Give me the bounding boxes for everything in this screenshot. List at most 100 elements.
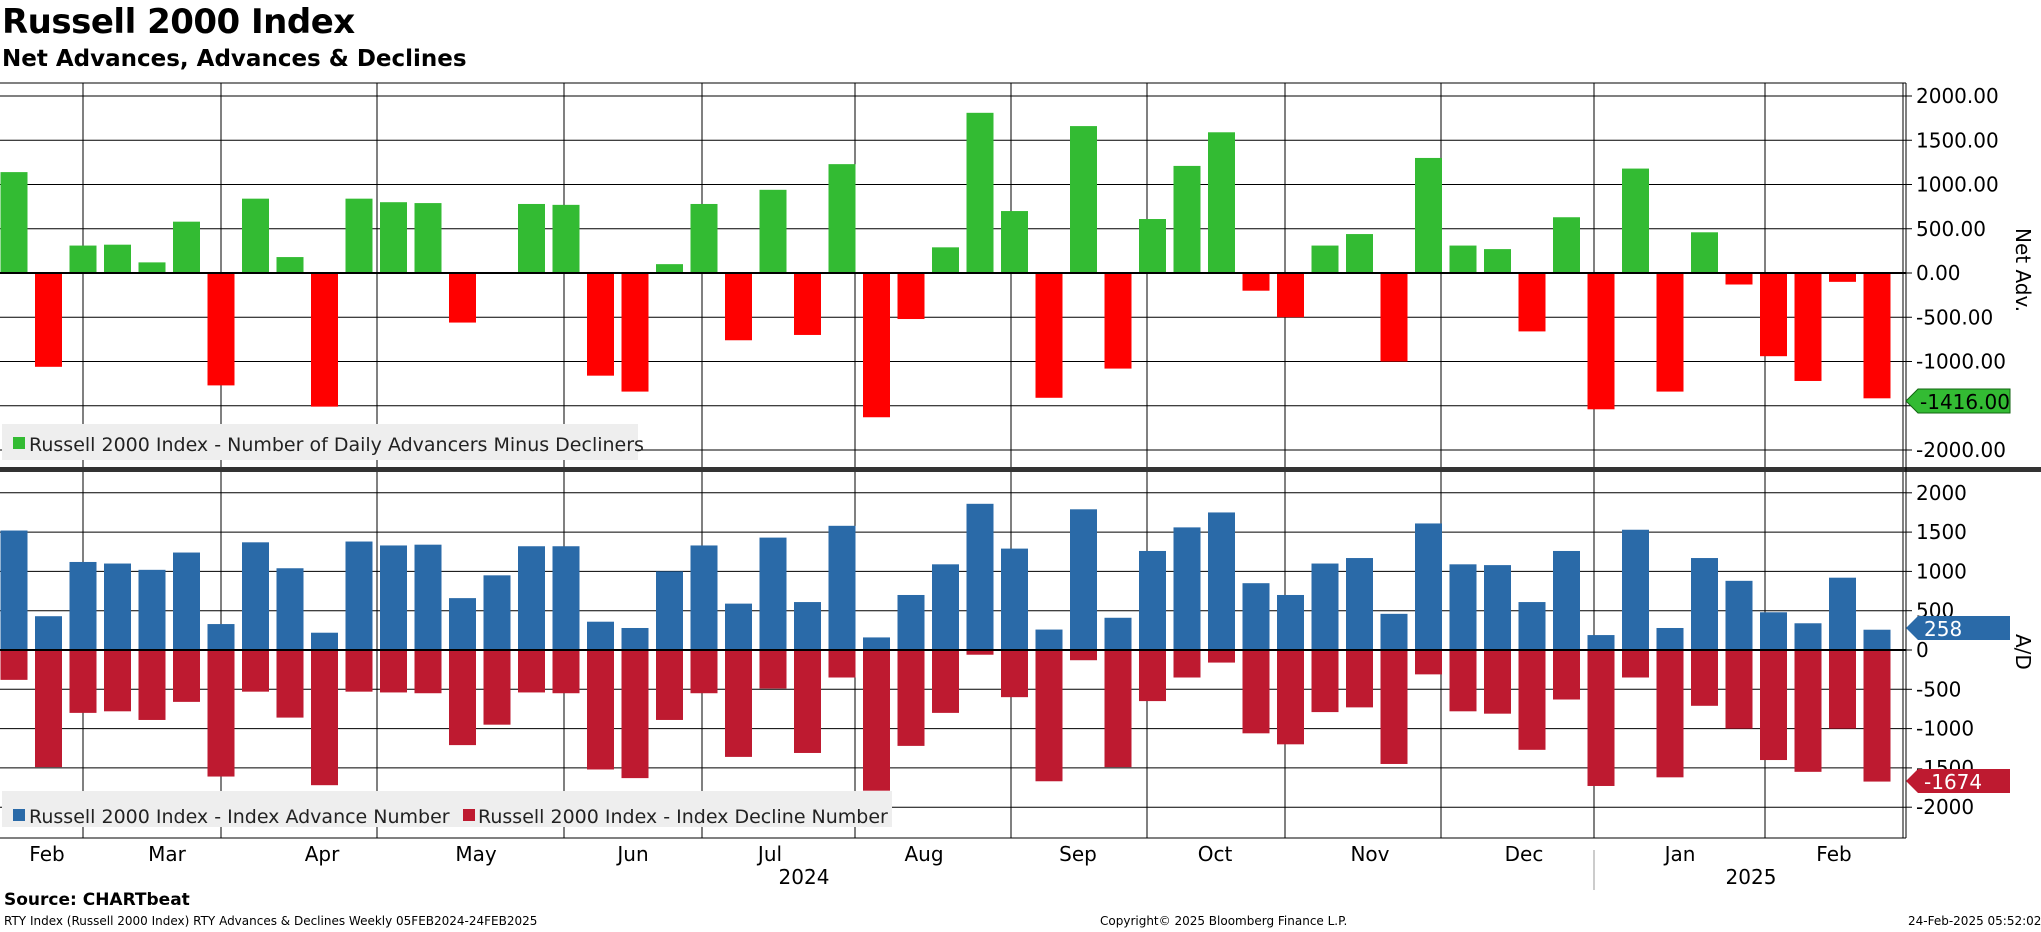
advance-bar — [1001, 548, 1028, 650]
last-value-tag-advance — [1906, 616, 2010, 640]
decline-bar — [380, 650, 407, 693]
bars-bottom — [0, 503, 1891, 791]
net-advance-bar — [725, 273, 752, 341]
page-title: Russell 2000 Index — [2, 2, 355, 42]
advance-bar — [932, 564, 959, 650]
y-tick-label-bottom: -500 — [1916, 677, 1961, 701]
decline-bar — [725, 650, 752, 757]
net-advance-bar — [1380, 273, 1408, 362]
decline-bar — [311, 650, 338, 786]
chart-description: RTY Index (Russell 2000 Index) RTY Advan… — [4, 914, 538, 928]
decline-bar — [1760, 650, 1787, 761]
advance-bar — [1035, 629, 1063, 650]
net-advance-bar — [1794, 273, 1822, 381]
net-advance-bar — [0, 172, 28, 273]
decline-bar — [1449, 650, 1477, 712]
net-advance-bar — [1346, 234, 1373, 273]
net-advance-bar — [69, 245, 97, 273]
x-month-label: Oct — [1198, 842, 1233, 866]
net-advance-bar — [449, 273, 476, 323]
x-year-label: 2024 — [779, 865, 830, 889]
y-tick-label-bottom: -2000 — [1916, 795, 1974, 819]
decline-bar — [932, 650, 959, 713]
net-advance-bar — [1863, 273, 1891, 399]
source-label: Source: CHARTbeat — [4, 890, 190, 910]
decline-bar — [863, 650, 890, 791]
advance-bar — [483, 575, 511, 650]
net-advance-bar — [690, 203, 718, 273]
advance-bar — [1208, 512, 1235, 650]
legend-top-label: Russell 2000 Index - Number of Daily Adv… — [29, 434, 644, 456]
advance-bar — [1380, 613, 1408, 650]
advance-bar — [587, 621, 614, 650]
net-advance-bar — [897, 273, 925, 320]
advance-bar — [35, 616, 62, 650]
net-advance-bar — [1484, 249, 1511, 273]
advance-bar — [794, 602, 821, 650]
decline-bar — [1380, 650, 1408, 764]
decline-bar — [1656, 650, 1684, 778]
advance-bar — [449, 598, 476, 650]
decline-bar — [690, 650, 718, 694]
advance-bar — [1622, 529, 1649, 650]
net-advance-bar — [621, 273, 649, 392]
net-advance-bar — [276, 257, 304, 273]
y-tick-label-top: 500.00 — [1916, 217, 1986, 241]
decline-bar — [1277, 650, 1304, 745]
advance-bar — [1070, 509, 1097, 650]
decline-bar — [1001, 650, 1028, 698]
net-advance-bar — [1691, 232, 1718, 273]
decline-bar — [104, 650, 131, 712]
advance-bar — [69, 561, 97, 650]
net-advance-bar — [518, 203, 545, 273]
advance-bar — [414, 544, 442, 650]
x-axis-labels: Feb Mar Apr May Jun Jul Aug Sep Oct Nov Dec Jan Feb 2… — [29, 842, 1851, 889]
legend-top-swatch — [13, 437, 25, 449]
x-month-label: Mar — [148, 842, 187, 866]
advance-bar — [1863, 629, 1891, 650]
net-advance-bar — [1760, 273, 1787, 357]
net-advance-bar — [1553, 217, 1580, 273]
advance-bar — [518, 546, 545, 650]
timestamp: 24-Feb-2025 05:52:02 — [1908, 914, 2041, 928]
y-tick-label-top: 2000.00 — [1916, 84, 1999, 108]
decline-bar — [1035, 650, 1063, 782]
decline-bar — [0, 650, 28, 680]
x-year-label: 2025 — [1726, 865, 1777, 889]
net-advance-bar — [35, 273, 62, 367]
net-advance-bar — [1656, 273, 1684, 392]
decline-bar — [449, 650, 476, 746]
decline-bar — [621, 650, 649, 779]
decline-bar — [173, 650, 200, 702]
net-advance-bar — [932, 247, 959, 273]
last-value-tag-net — [1905, 388, 2011, 414]
y-tick-label-top: -500.00 — [1916, 305, 1993, 329]
net-advance-bar — [1035, 273, 1063, 398]
decline-bar — [1139, 650, 1166, 702]
advance-bar — [725, 603, 752, 650]
net-advance-bar — [1622, 168, 1649, 273]
decline-bar — [276, 650, 304, 718]
net-advance-bar — [1829, 273, 1856, 282]
value-tags: -1416.00 258 -1674 — [1905, 388, 2011, 794]
decline-bar — [69, 650, 97, 713]
decline-bar — [1104, 650, 1132, 768]
x-month-label: Jul — [756, 842, 782, 866]
decline-bar — [1070, 650, 1097, 661]
legend-decline-swatch — [463, 809, 475, 821]
advance-bar — [621, 627, 649, 650]
decline-bar — [794, 650, 821, 753]
net-advance-bar — [138, 262, 166, 273]
advance-bar — [1484, 565, 1511, 650]
advance-bar — [1829, 577, 1856, 650]
decline-bar — [1484, 650, 1511, 714]
net-advance-bar — [966, 112, 994, 273]
decline-bar — [207, 650, 235, 777]
net-advance-bar — [863, 273, 890, 418]
decline-bar — [1242, 650, 1270, 734]
advance-bar — [138, 569, 166, 650]
advance-bar — [1242, 583, 1270, 650]
copyright: Copyright© 2025 Bloomberg Finance L.P. — [1100, 914, 1348, 928]
last-value-tag-decline — [1906, 769, 2010, 793]
x-month-label: Aug — [904, 842, 943, 866]
